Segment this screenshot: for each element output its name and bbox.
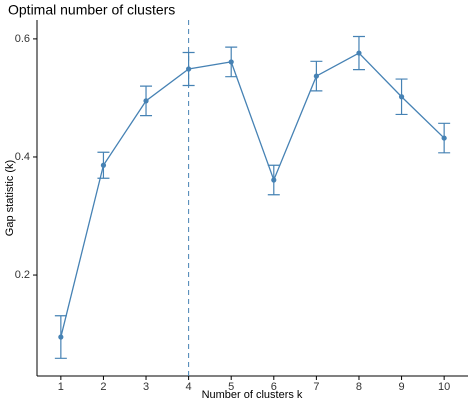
line <box>60 52 445 338</box>
x-axis-label: Number of clusters k <box>202 389 303 401</box>
x-tick-label: 9 <box>398 381 404 393</box>
x-tick-label: 5 <box>228 381 234 393</box>
y-tick-label: 0.4 <box>15 151 30 163</box>
point <box>441 135 447 141</box>
y-axis-label: Gap statistic (k) <box>4 160 16 236</box>
point <box>100 162 107 168</box>
y-tick-label: 0.2 <box>15 269 30 281</box>
point <box>228 59 234 65</box>
x-tick-label: 6 <box>271 381 277 393</box>
point <box>356 50 362 56</box>
x-tick-label: 4 <box>186 381 192 393</box>
x-tick-label: 1 <box>58 381 64 393</box>
x-tick-label: 8 <box>356 381 362 393</box>
x-tick-label: 3 <box>143 381 149 393</box>
point <box>143 98 149 104</box>
point <box>313 73 319 79</box>
point <box>271 177 277 183</box>
x-tick-label: 7 <box>313 381 319 393</box>
point <box>398 94 405 100</box>
y-tick-label: 0.6 <box>15 33 30 45</box>
chart-title: Optimal number of clusters <box>8 2 175 18</box>
x-tick-label: 2 <box>100 381 106 393</box>
x-tick-label: 10 <box>438 381 450 393</box>
point <box>186 66 192 72</box>
point <box>58 334 64 340</box>
